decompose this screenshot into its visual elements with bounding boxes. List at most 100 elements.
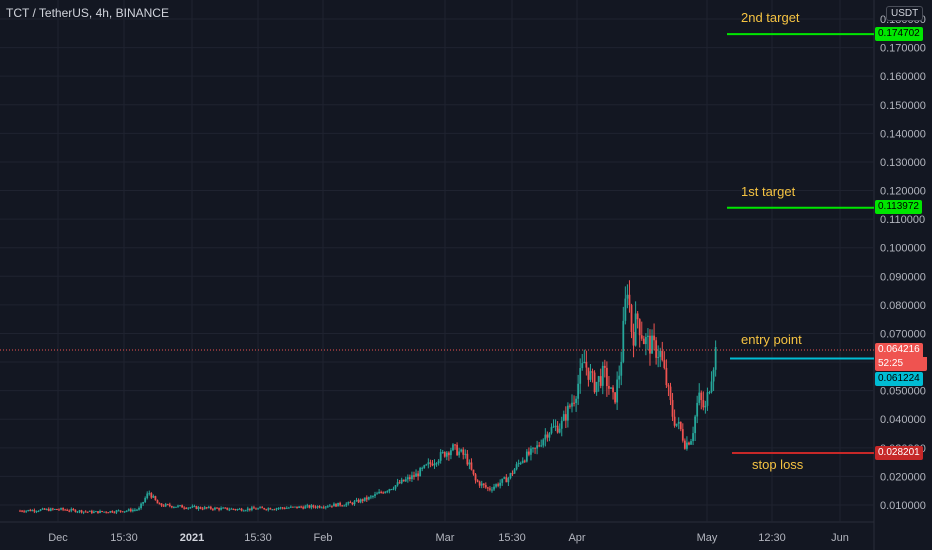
- candle-body: [532, 447, 534, 449]
- candle-body: [439, 452, 442, 461]
- candle-body: [525, 451, 528, 462]
- candle-body: [328, 505, 331, 507]
- candle-body: [203, 507, 206, 510]
- candle-body: [573, 402, 575, 404]
- candle-body: [528, 451, 530, 455]
- candle-body: [454, 444, 456, 446]
- candle-body: [694, 416, 697, 434]
- candle-body: [47, 508, 50, 511]
- y-tick-label: 0.050000: [880, 386, 926, 398]
- candle-body: [310, 505, 313, 508]
- candle-body: [136, 509, 138, 511]
- candle-body: [698, 392, 701, 403]
- candle-body: [281, 507, 284, 509]
- candle-body: [183, 507, 186, 509]
- candle-body: [460, 449, 463, 452]
- candle-body: [109, 511, 112, 513]
- y-tick-label: 0.110000: [880, 214, 925, 226]
- candle-body: [589, 371, 592, 380]
- candle-body: [166, 504, 169, 506]
- candle-body: [404, 479, 407, 482]
- candle-body: [314, 506, 317, 508]
- candle-body: [634, 313, 637, 346]
- candle-body: [394, 485, 397, 489]
- candle-body: [86, 511, 89, 513]
- candle-body: [90, 510, 93, 513]
- candle-body: [181, 505, 184, 508]
- candle-body: [566, 405, 569, 421]
- candle-body: [499, 482, 502, 486]
- candle-body: [339, 502, 342, 506]
- candle-body: [677, 421, 680, 424]
- candle-body: [363, 497, 366, 501]
- candle-body: [382, 492, 385, 494]
- candle-body: [517, 463, 520, 465]
- candle-body: [49, 508, 52, 511]
- symbol-title[interactable]: TCT / TetherUS, 4h, BINANCE: [6, 6, 169, 20]
- candle-body: [119, 510, 122, 512]
- candle-body: [369, 496, 372, 498]
- candle-body: [413, 475, 415, 477]
- candle-body: [622, 320, 625, 362]
- candle-body: [433, 463, 436, 466]
- candle-body: [29, 509, 32, 512]
- candle-body: [649, 335, 651, 354]
- candle-body: [84, 511, 87, 513]
- candle-body: [468, 462, 471, 465]
- candle-body: [27, 509, 30, 511]
- candle-body: [244, 510, 247, 512]
- candle-body: [33, 510, 36, 512]
- candle-body: [406, 477, 409, 480]
- candle-body: [97, 511, 99, 514]
- x-tick-label: 15:30: [110, 532, 138, 544]
- candle-body: [474, 474, 477, 481]
- candle-body: [199, 507, 202, 509]
- candle-body: [95, 511, 97, 513]
- candle-body: [230, 508, 233, 510]
- candle-body: [534, 447, 536, 449]
- candle-body: [669, 386, 672, 401]
- candle-body: [601, 365, 604, 386]
- candle-body: [595, 381, 598, 393]
- candle-body: [408, 477, 411, 480]
- candle-body: [224, 507, 227, 509]
- candle-body: [372, 496, 374, 498]
- candle-body: [603, 365, 606, 368]
- currency-button[interactable]: USDT: [886, 6, 924, 21]
- candle-body: [134, 509, 136, 511]
- candle-body: [279, 507, 282, 509]
- candle-body: [431, 463, 434, 466]
- candle-body: [478, 481, 481, 486]
- candle-body: [337, 502, 339, 507]
- candle-body: [673, 416, 676, 426]
- candle-body: [509, 473, 512, 479]
- candle-body: [419, 468, 422, 477]
- candle-body: [616, 379, 619, 403]
- candle-body: [195, 506, 198, 510]
- candle-body: [273, 509, 276, 511]
- candle-body: [560, 420, 563, 429]
- candle-body: [688, 442, 690, 445]
- candle-body: [78, 510, 81, 512]
- candle-body: [236, 509, 239, 511]
- y-tick-label: 0.140000: [880, 128, 926, 140]
- candle-body: [653, 335, 655, 341]
- candle-body: [493, 486, 495, 490]
- candle-body: [575, 398, 578, 404]
- candle-body: [216, 507, 218, 509]
- y-tick-label: 0.010000: [880, 500, 926, 512]
- candle-body: [76, 511, 79, 513]
- candle-body: [585, 361, 588, 368]
- y-tick-label: 0.020000: [880, 471, 926, 483]
- candle-body: [644, 336, 647, 345]
- candle-body: [630, 305, 633, 332]
- candle-body: [191, 506, 194, 508]
- candle-body: [35, 511, 38, 513]
- candle-body: [300, 506, 303, 508]
- candle-body: [144, 498, 147, 503]
- candle-body: [131, 509, 134, 512]
- candle-body: [361, 499, 364, 501]
- candle-body: [43, 508, 46, 510]
- candle-body: [671, 400, 674, 417]
